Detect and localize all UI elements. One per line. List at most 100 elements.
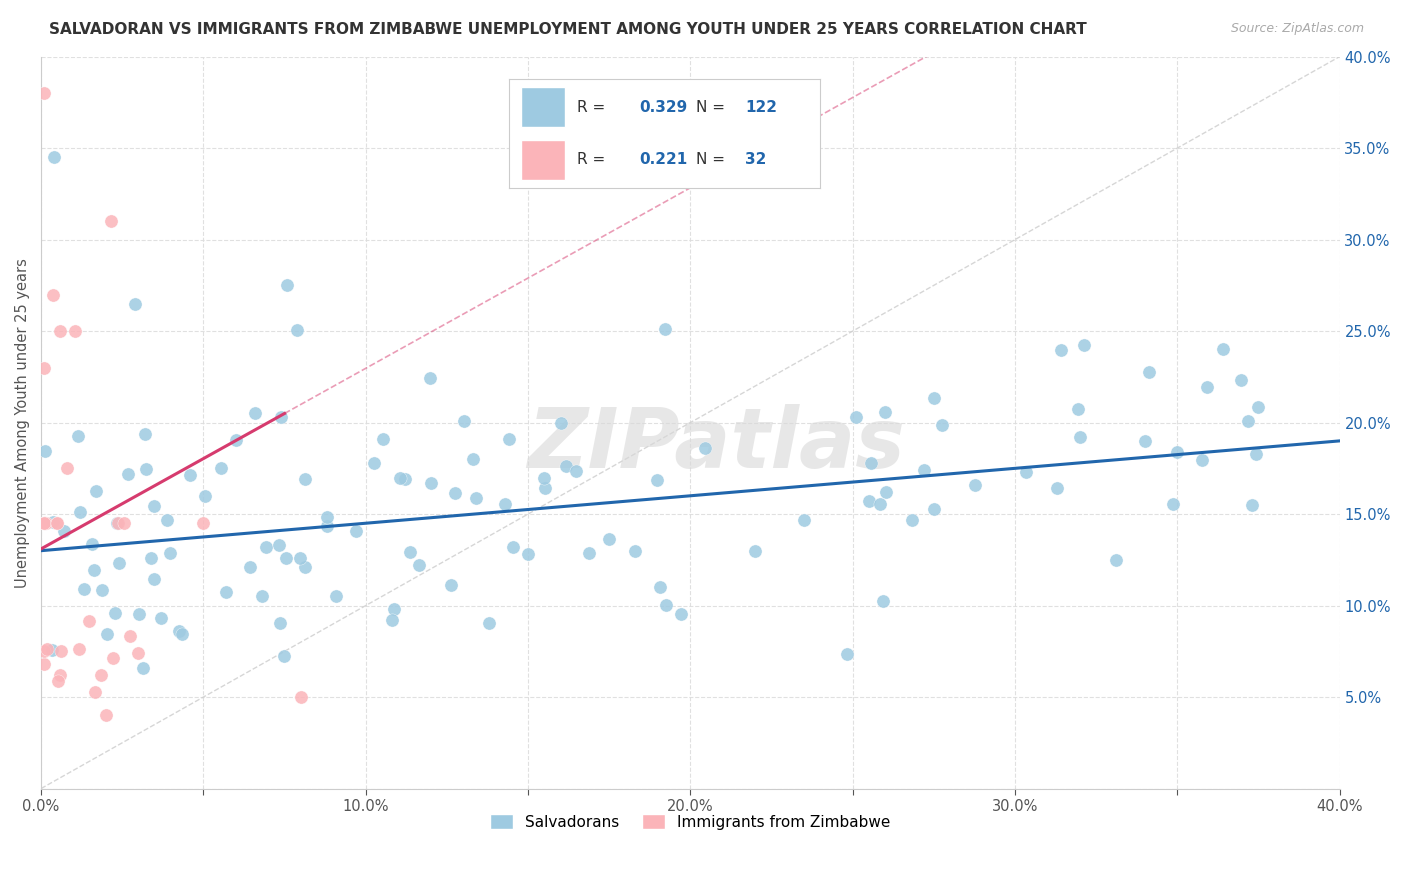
Point bbox=[394, 472, 416, 486]
Point bbox=[294, 560, 316, 574]
Point bbox=[193, 516, 215, 531]
Point bbox=[1073, 338, 1095, 352]
Point bbox=[654, 322, 676, 336]
Point bbox=[858, 494, 880, 508]
Point bbox=[127, 646, 149, 660]
Point bbox=[134, 427, 156, 442]
Point bbox=[419, 371, 441, 385]
Point bbox=[128, 607, 150, 622]
Point bbox=[34, 444, 56, 458]
Point bbox=[270, 410, 292, 425]
Point bbox=[51, 644, 73, 658]
Point bbox=[645, 473, 668, 487]
Point bbox=[1247, 400, 1270, 414]
Point bbox=[100, 214, 122, 228]
Point bbox=[463, 451, 485, 466]
Point bbox=[443, 486, 465, 500]
Point bbox=[1105, 553, 1128, 567]
Point bbox=[1197, 380, 1219, 394]
Point bbox=[1046, 482, 1069, 496]
Point bbox=[598, 532, 620, 546]
Point bbox=[267, 538, 290, 552]
Point bbox=[578, 546, 600, 560]
Point bbox=[1015, 465, 1038, 479]
Point bbox=[845, 410, 868, 425]
Text: Source: ZipAtlas.com: Source: ZipAtlas.com bbox=[1230, 22, 1364, 36]
Point bbox=[159, 546, 181, 560]
Point bbox=[34, 516, 56, 531]
Point bbox=[1069, 430, 1091, 444]
Point bbox=[494, 497, 516, 511]
Point bbox=[77, 614, 100, 628]
Point bbox=[533, 470, 555, 484]
Point bbox=[550, 417, 572, 431]
Point bbox=[214, 585, 236, 599]
Legend: Salvadorans, Immigrants from Zimbabwe: Salvadorans, Immigrants from Zimbabwe bbox=[484, 808, 897, 836]
Point bbox=[440, 578, 463, 592]
Point bbox=[837, 647, 859, 661]
Point bbox=[288, 550, 311, 565]
Point bbox=[107, 516, 129, 531]
Point bbox=[1163, 497, 1185, 511]
Point bbox=[91, 583, 114, 598]
Point bbox=[225, 433, 247, 447]
Point bbox=[135, 462, 157, 476]
Point bbox=[34, 516, 56, 531]
Point bbox=[316, 509, 339, 524]
Point bbox=[34, 87, 56, 101]
Point bbox=[41, 642, 63, 657]
Point bbox=[239, 560, 262, 574]
Point bbox=[194, 489, 217, 503]
Point bbox=[922, 392, 945, 406]
Point bbox=[49, 324, 72, 338]
Point bbox=[1191, 453, 1213, 467]
Point bbox=[965, 478, 987, 492]
Point bbox=[34, 516, 56, 531]
Text: ZIPatlas: ZIPatlas bbox=[527, 404, 905, 485]
Point bbox=[72, 582, 94, 596]
Point bbox=[132, 661, 155, 675]
Point bbox=[655, 598, 678, 612]
Point bbox=[34, 516, 56, 531]
Point bbox=[172, 626, 194, 640]
Point bbox=[498, 433, 520, 447]
Point bbox=[624, 543, 647, 558]
Point bbox=[398, 544, 420, 558]
Point bbox=[34, 657, 56, 671]
Point bbox=[669, 607, 692, 621]
Point bbox=[565, 464, 588, 478]
Point bbox=[274, 550, 297, 565]
Point bbox=[859, 456, 882, 470]
Point bbox=[48, 668, 70, 682]
Point bbox=[143, 499, 166, 513]
Point bbox=[80, 537, 103, 551]
Point bbox=[1166, 445, 1188, 459]
Point bbox=[344, 524, 367, 538]
Point bbox=[108, 557, 131, 571]
Point bbox=[243, 406, 266, 420]
Point bbox=[34, 516, 56, 531]
Point bbox=[912, 463, 935, 477]
Point bbox=[922, 502, 945, 516]
Point bbox=[388, 471, 411, 485]
Point bbox=[555, 458, 578, 473]
Point bbox=[1133, 434, 1156, 449]
Point bbox=[96, 626, 118, 640]
Point bbox=[34, 360, 56, 375]
Point bbox=[104, 606, 127, 620]
Point bbox=[142, 572, 165, 586]
Y-axis label: Unemployment Among Youth under 25 years: Unemployment Among Youth under 25 years bbox=[15, 258, 30, 588]
Point bbox=[83, 563, 105, 577]
Point bbox=[693, 441, 716, 455]
Point bbox=[1237, 414, 1260, 428]
Point bbox=[69, 505, 91, 519]
Point bbox=[94, 708, 117, 723]
Point bbox=[65, 324, 87, 338]
Point bbox=[46, 673, 69, 688]
Point bbox=[37, 642, 59, 657]
Point bbox=[41, 287, 63, 301]
Point bbox=[382, 602, 405, 616]
Point bbox=[254, 540, 277, 554]
Point bbox=[150, 611, 173, 625]
Point bbox=[156, 513, 179, 527]
